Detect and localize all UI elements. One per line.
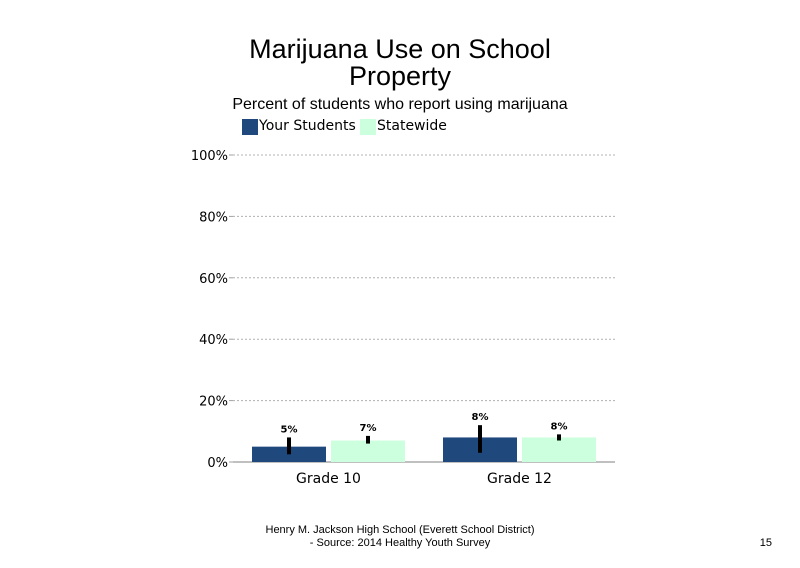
bar: [522, 437, 596, 462]
footer-school: Henry M. Jackson High School (Everett Sc…: [265, 524, 535, 536]
page-number: 15: [759, 537, 772, 549]
data-label: 8%: [551, 421, 568, 432]
y-tick-label: 80%: [199, 210, 228, 225]
data-label: 5%: [281, 424, 298, 435]
x-tick-label: Grade 10: [296, 471, 361, 487]
bar: [331, 440, 405, 462]
legend-swatch-your-students: [242, 119, 258, 135]
data-label: 8%: [472, 412, 489, 423]
y-tick-label: 100%: [191, 149, 228, 164]
chart-title: Marijuana Use on School Property: [0, 36, 800, 90]
x-tick-label: Grade 12: [487, 471, 552, 487]
legend-swatch-statewide: [360, 119, 376, 135]
y-tick-label: 20%: [199, 395, 228, 410]
legend-label-your-students: Your Students: [259, 118, 356, 134]
chart-title-line2: Property: [348, 61, 452, 91]
slide-footer: Henry M. Jackson High School (Everett Sc…: [0, 524, 800, 550]
chart-subtitle: Percent of students who report using mar…: [232, 96, 568, 113]
y-tick-label: 0%: [207, 456, 228, 471]
y-tick-label: 40%: [199, 333, 228, 348]
y-tick-label: 60%: [199, 272, 228, 287]
legend-label-statewide: Statewide: [377, 118, 447, 134]
footer-source: - Source: 2014 Healthy Youth Survey: [309, 537, 491, 549]
chart-title-line1: Marijuana Use on School: [249, 34, 551, 64]
data-label: 7%: [360, 423, 377, 434]
